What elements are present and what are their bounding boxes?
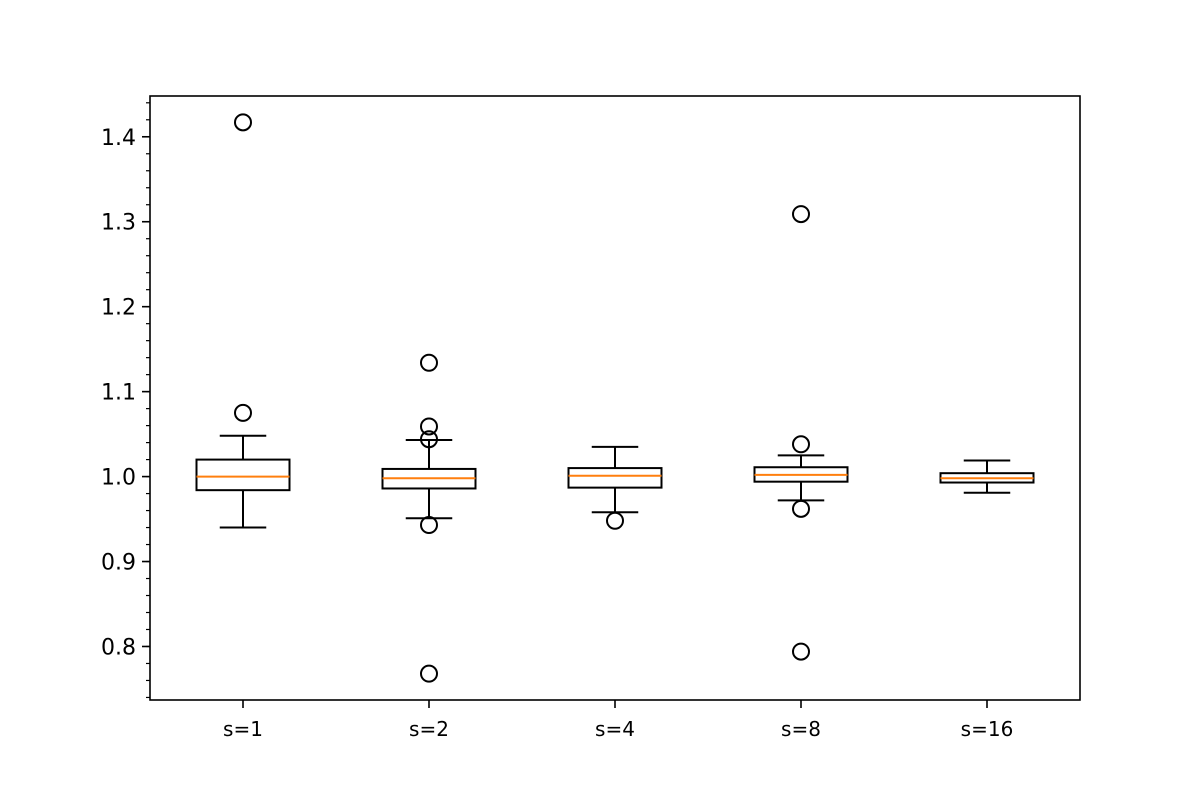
axes: 0.8 0.9 1.0 1.1 1.2 1.3 1.4 s=1 s=2 s=4 s=8 s=16: [101, 95, 1081, 741]
y-tick-label: 1.2: [101, 296, 136, 321]
y-tick-label: 1.1: [101, 381, 136, 406]
outlier-point: [234, 403, 252, 422]
outlier-point: [420, 516, 438, 535]
y-tick-label: 1.0: [101, 466, 136, 491]
x-tick-label: s=4: [595, 717, 635, 741]
box-iqr: [195, 458, 291, 492]
box-group: [381, 353, 477, 683]
box-iqr: [567, 467, 663, 489]
box-group: [939, 459, 1035, 494]
y-tick-label: 0.8: [101, 635, 136, 660]
y-tick-label: 1.3: [101, 211, 136, 236]
outlier-point: [420, 417, 438, 436]
x-tick-label: s=1: [223, 717, 263, 741]
y-tick-label: 1.4: [101, 126, 136, 151]
plot-area: [195, 113, 1035, 683]
outlier-point: [792, 435, 810, 454]
box-group: [567, 445, 663, 530]
outlier-point: [792, 642, 810, 661]
outlier-point: [420, 353, 438, 372]
box-group: [753, 205, 849, 661]
outlier-point: [420, 430, 438, 449]
y-tick-label: 0.9: [101, 551, 136, 576]
outlier-point: [606, 511, 624, 530]
outlier-point: [792, 499, 810, 518]
box-group: [195, 113, 291, 529]
outlier-point: [792, 205, 810, 224]
x-tick-label: s=2: [409, 717, 449, 741]
outlier-point: [234, 113, 252, 132]
outlier-point: [420, 664, 438, 683]
x-tick-label: s=8: [781, 717, 821, 741]
x-tick-label: s=16: [961, 717, 1014, 741]
